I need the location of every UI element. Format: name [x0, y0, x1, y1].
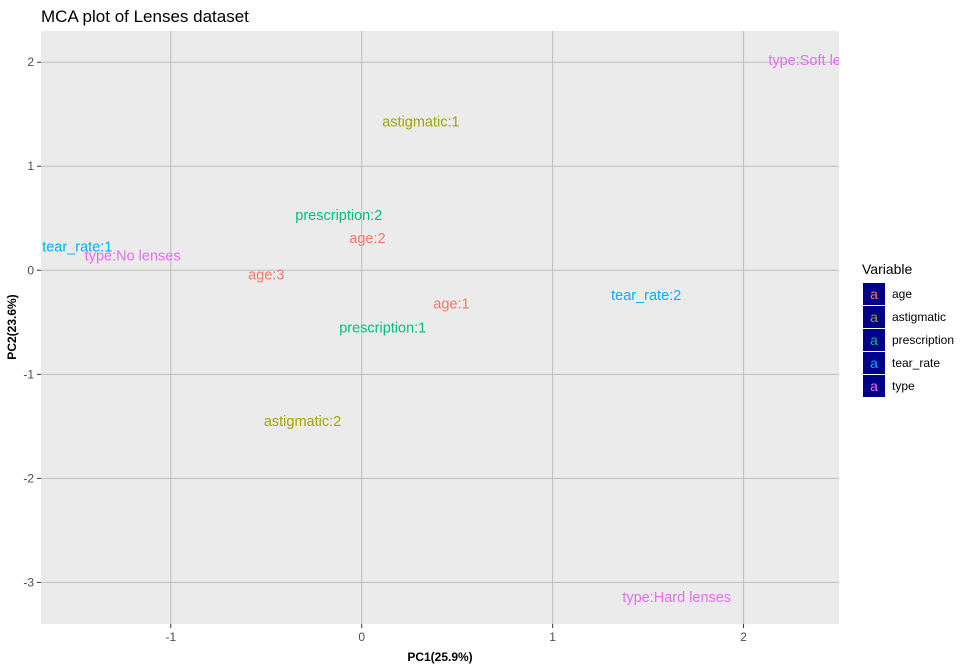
- legend-title: Variable: [862, 261, 913, 277]
- legend-key: [863, 375, 885, 397]
- legend-key-glyph: a: [870, 286, 878, 302]
- y-tick-label: 1: [27, 159, 34, 173]
- legend-key-glyph: a: [870, 355, 878, 371]
- x-tick-label: 0: [358, 630, 365, 644]
- plot-panel: [41, 31, 839, 624]
- point-label-prescription-1: prescription:1: [339, 321, 426, 337]
- x-tick-label: -1: [165, 630, 176, 644]
- point-label-tear-rate-1: tear_rate:1: [42, 239, 112, 255]
- legend-label-age: age: [892, 287, 912, 301]
- gridlines: [41, 31, 839, 624]
- y-tick-label: 0: [27, 263, 34, 277]
- point-label-type-soft-lenses: type:Soft lenses: [768, 53, 871, 69]
- x-axis-title: PC1(25.9%): [407, 650, 472, 664]
- point-label-tear-rate-2: tear_rate:2: [611, 288, 681, 304]
- point-label-type-hard-lenses: type:Hard lenses: [622, 590, 731, 606]
- x-tick-label: 2: [740, 630, 747, 644]
- chart-title: MCA plot of Lenses dataset: [41, 7, 249, 26]
- y-tick-label: 2: [27, 55, 34, 69]
- legend-key: [863, 283, 885, 305]
- x-tick-label: 1: [549, 630, 556, 644]
- legend-label-prescription: prescription: [892, 333, 954, 347]
- point-label-astigmatic-2: astigmatic:2: [264, 414, 341, 430]
- legend-key: [863, 306, 885, 328]
- point-label-type-no-lenses: type:No lenses: [85, 249, 181, 265]
- y-tick-label: -2: [23, 471, 34, 485]
- legend-key-glyph: a: [870, 309, 878, 325]
- point-label-prescription-2: prescription:2: [295, 208, 382, 224]
- y-axis-title: PC2(23.6%): [5, 294, 19, 359]
- point-labels: age:1 age:2 age:3 astigmatic:1 astigmatic:2 p…: [42, 53, 871, 606]
- legend-label-type: type: [892, 379, 915, 393]
- point-label-age-1: age:1: [433, 297, 469, 313]
- point-label-age-3: age:3: [248, 267, 284, 283]
- legend-key-glyph: a: [870, 332, 878, 348]
- y-tick-label: -1: [23, 367, 34, 381]
- legend-key: [863, 329, 885, 351]
- legend-label-astigmatic: astigmatic: [892, 310, 946, 324]
- point-label-age-2: age:2: [349, 231, 385, 247]
- x-axis-ticks: -1 0 1 2: [165, 624, 747, 644]
- y-axis-ticks: -3 -2 -1 0 1 2: [23, 55, 41, 589]
- legend-key-glyph: a: [870, 378, 878, 394]
- y-tick-label: -3: [23, 575, 34, 589]
- legend-label-tear-rate: tear_rate: [892, 356, 940, 370]
- legend-key: [863, 352, 885, 374]
- point-label-astigmatic-1: astigmatic:1: [382, 115, 459, 131]
